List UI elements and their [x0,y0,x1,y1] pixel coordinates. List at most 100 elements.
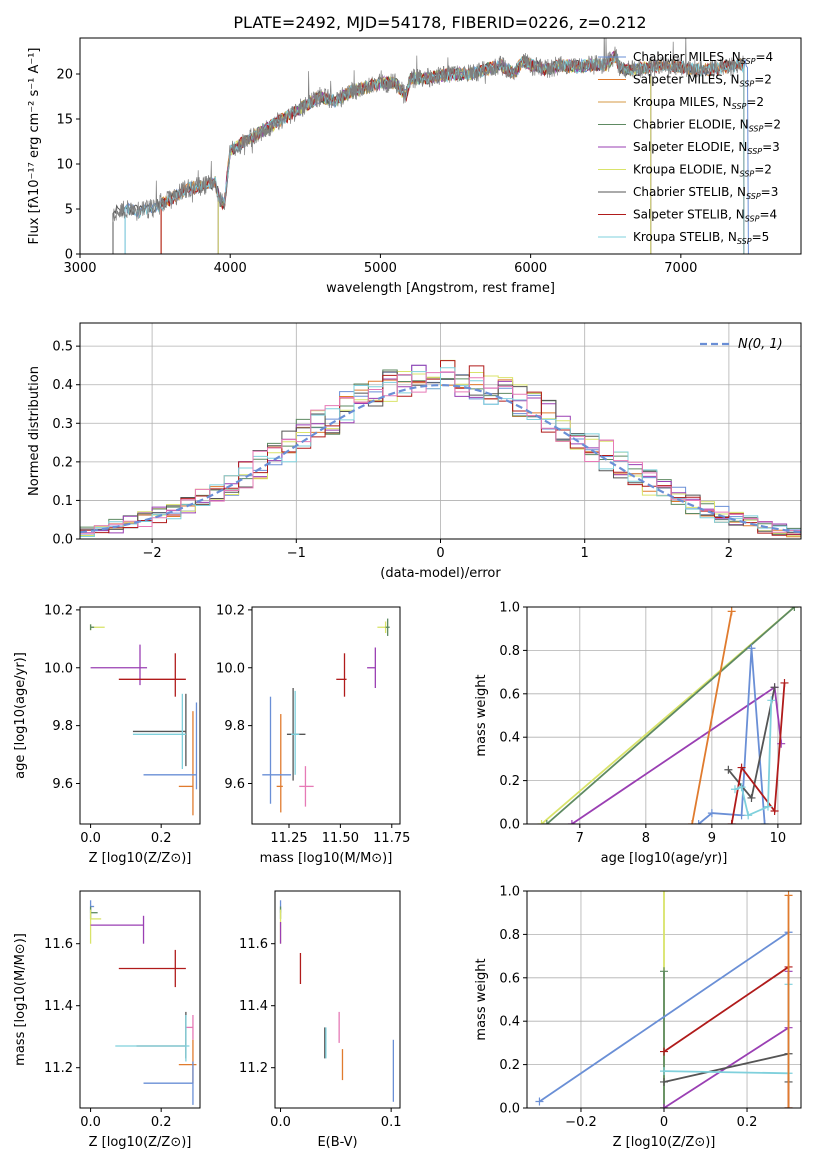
x-axis-label: E(B-V) [317,1135,357,1150]
plot-area [535,891,793,1108]
x-tick-label: 0.0 [270,1115,291,1130]
normal-reference-curve [80,383,801,534]
y-tick-label: 11.4 [44,999,73,1014]
x-tick-label: −2 [143,546,162,561]
y-axis-label: mass weight [474,674,489,756]
x-axis-label: Z [log10(Z/Z⊙)] [613,1135,716,1150]
legend-label: Chabrier MILES, NSSP=4 [633,50,773,66]
x-tick-label: 11.25 [270,831,307,846]
plus-marker [784,891,793,900]
mass-weight-line [691,611,733,824]
axes-frame [274,890,401,1109]
y-axis-label: mass weight [474,958,489,1040]
legend-label: Salpeter MILES, NSSP=2 [633,73,772,89]
legend-label-value: =4 [759,208,777,222]
y-tick-label: 5 [65,203,73,218]
errorbar-point [136,1011,187,1059]
plot-area [537,607,799,824]
y-tick-label: 20 [56,68,73,83]
y-tick-label: 11.4 [239,999,268,1014]
x-tick-label: 8 [642,831,650,846]
x-tick-label: 0.1 [381,1115,402,1130]
legend-label-sub: SSP [737,237,752,246]
plus-marker [747,644,756,653]
x-tick-label: 0.0 [80,831,101,846]
errorbar-point [291,690,300,775]
errorbar-point [367,647,376,689]
plus-marker [688,820,697,824]
x-tick-label: 10 [770,831,787,846]
legend-label-main: Salpeter MILES, N [633,73,740,87]
errorbar-point [185,1015,194,1040]
errorbar-point [90,915,145,944]
legend-label-main: Salpeter STELIB, N [633,208,745,222]
x-tick-label: 0.2 [151,1115,172,1130]
legend-label-value: =2 [754,73,772,87]
x-axis-label: mass [log10(M/M⊙)] [260,851,393,866]
x-tick-label: 11.75 [373,831,410,846]
plus-marker [707,809,716,818]
plus-marker [660,1067,668,1076]
legend-label-sub: SSP [740,80,755,89]
legend: N(0, 1) [700,337,783,352]
y-tick-label: 11.2 [44,1061,73,1076]
legend-label-main: Kroupa ELODIE, N [633,163,740,177]
plus-marker [790,607,799,611]
axes-frame [79,606,201,825]
y-tick-label: 0 [65,248,73,263]
plot-area [112,38,749,254]
legend-label: Kroupa STELIB, NSSP=5 [633,230,769,246]
y-tick-label: 0.1 [52,494,73,509]
legend-label-sub: SSP [741,57,756,66]
x-tick-label: 11.50 [322,831,359,846]
y-tick-label: 9.6 [224,777,245,792]
plot-area [80,359,801,539]
y-tick-label: 0.8 [499,644,520,659]
plus-marker [770,806,779,815]
plus-marker [767,696,776,705]
plus-marker [660,891,668,895]
mass-weight-line [730,682,786,824]
plus-marker [537,820,546,824]
plus-marker [724,765,733,774]
x-tick-label: 7000 [664,261,697,276]
plus-marker [760,820,769,824]
errorbar-point [118,949,186,988]
model-spectrum-line [217,53,652,254]
plus-marker [737,763,746,772]
panel-residuals: N(0, 1) −2 −1 0 1 2 0.0 0.1 0.2 0.3 0.4 0.5 (data-mo… [27,322,802,581]
legend-label-main: Kroupa MILES, N [633,95,732,109]
x-tick-label: 2 [725,546,733,561]
y-tick-label: 0.0 [499,818,520,833]
legend-label: Salpeter ELODIE, NSSP=3 [633,140,780,156]
y-tick-label: 9.6 [52,777,73,792]
errorbar-point [336,653,347,697]
x-tick-label: 7 [576,831,584,846]
observed-spectrum-line [112,38,745,223]
y-tick-label: 10 [56,158,73,173]
y-tick-label: 10.0 [44,661,73,676]
y-tick-label: 1.0 [499,601,520,616]
x-tick-label: 3000 [63,261,96,276]
legend-label: Salpeter STELIB, NSSP=4 [633,208,777,224]
x-tick-label: 0.2 [737,1115,758,1130]
x-tick-label: 1 [581,546,589,561]
y-tick-label: 0.2 [499,1058,520,1073]
x-tick-label: 9 [708,831,716,846]
y-tick-label: 0.2 [499,774,520,789]
y-tick-label: 11.6 [44,937,73,952]
legend-label-main: Chabrier ELODIE, N [633,118,749,132]
legend-label-sub: SSP [747,147,762,156]
x-axis-label: Z [log10(Z/Z⊙)] [89,1135,192,1150]
plus-marker [542,820,551,824]
plus-marker [535,1097,544,1106]
y-axis-label: Normed distribution [27,366,42,496]
y-tick-label: 0.6 [499,687,520,702]
errorbar-point [89,624,95,631]
legend-label: Chabrier ELODIE, NSSP=2 [633,118,781,134]
x-tick-label: −1 [287,546,306,561]
y-tick-label: 0.4 [52,378,73,393]
